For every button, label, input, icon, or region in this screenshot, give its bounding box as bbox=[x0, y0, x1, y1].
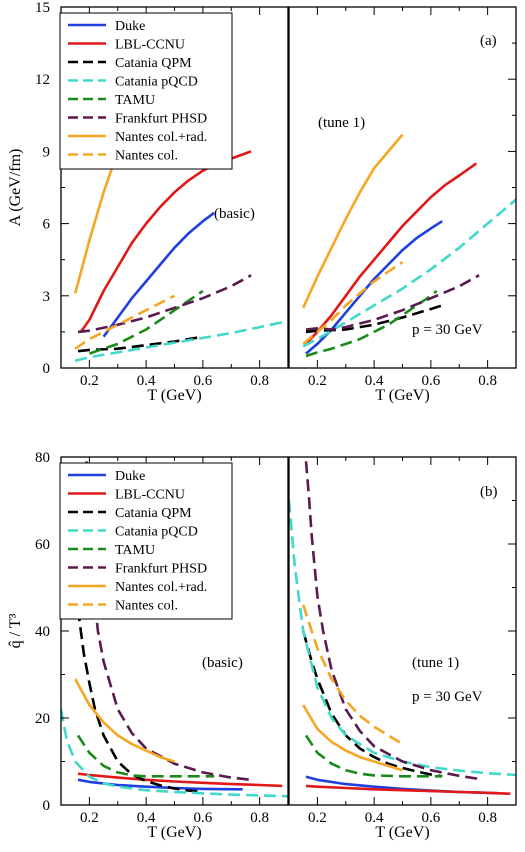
series-line-frankfurt_phsd bbox=[305, 274, 480, 331]
annotation: (b) bbox=[480, 484, 498, 500]
annotation: p = 30 GeV bbox=[412, 689, 483, 705]
y-tick-label: 40 bbox=[35, 624, 50, 640]
x-tick-label: 0.6 bbox=[194, 373, 213, 389]
legend-label: LBL-CCNU bbox=[115, 38, 185, 53]
series-line-nantes_colrad bbox=[74, 678, 175, 763]
series-group bbox=[289, 461, 516, 795]
series-line-catania_qpm bbox=[301, 630, 443, 778]
series-line-lbl_ccnu bbox=[305, 784, 511, 795]
legend-label: Nantes col.+rad. bbox=[115, 130, 207, 145]
x-tick-label: 0.2 bbox=[308, 373, 327, 389]
legend-label: Duke bbox=[115, 19, 145, 34]
series-line-lbl_ccnu bbox=[305, 162, 478, 345]
x-axis-label: T (GeV) bbox=[375, 387, 429, 404]
legend-label: Nantes col. bbox=[115, 149, 178, 164]
series-line-catania_pqcd bbox=[61, 709, 288, 798]
annotation: (basic) bbox=[202, 655, 243, 671]
legend-label: Nantes col.+rad. bbox=[115, 580, 207, 595]
subplot-top-right: 0.2 0.4 0.6 0.8 T (GeV) (a) (tune 1) p = 30 GeV bbox=[288, 6, 517, 404]
y-axis-label: q̂ / T³ bbox=[7, 613, 24, 648]
series-line-catania_pqcd bbox=[74, 319, 288, 363]
y-tick-label: 15 bbox=[35, 0, 50, 16]
x-tick-label: 0.6 bbox=[194, 810, 213, 826]
legend-label: Duke bbox=[115, 469, 145, 484]
legend-label: TAMU bbox=[115, 543, 155, 558]
series-line-duke bbox=[102, 211, 215, 338]
legend-label: Frankfurt PHSD bbox=[115, 562, 207, 577]
series-line-nantes_colrad bbox=[302, 133, 404, 309]
y-tick-label: 6 bbox=[43, 217, 51, 233]
x-tick-label: 0.8 bbox=[478, 810, 497, 826]
x-tick-label: 0.4 bbox=[365, 373, 384, 389]
legend-box bbox=[59, 462, 233, 620]
annotation: (basic) bbox=[214, 206, 255, 222]
x-tick-label: 0.2 bbox=[308, 810, 327, 826]
x-axis-label: T (GeV) bbox=[147, 387, 201, 404]
x-tick-label: 0.6 bbox=[422, 373, 441, 389]
series-line-duke bbox=[77, 778, 243, 791]
series-line-tamu bbox=[88, 289, 204, 355]
chart-panel-top: 0.2 0.4 0.6 0.8 T (GeV) (basic) 0.2 0.4 0.6 0.8 T … bbox=[7, 0, 517, 404]
y-tick-label: 0 bbox=[43, 798, 51, 814]
series-line-catania_pqcd bbox=[289, 500, 516, 777]
x-tick-label: 0.4 bbox=[365, 810, 384, 826]
x-tick-label: 0.4 bbox=[137, 373, 156, 389]
legend-label: Catania QPM bbox=[115, 56, 192, 71]
y-tick-label: 20 bbox=[35, 711, 50, 727]
series-line-frankfurt_phsd bbox=[304, 461, 480, 781]
legend-label: Frankfurt PHSD bbox=[115, 112, 207, 127]
x-tick-label: 0.8 bbox=[250, 373, 269, 389]
y-tick-label: 60 bbox=[35, 537, 50, 553]
annotation: (tune 1) bbox=[412, 655, 459, 671]
legend-label: TAMU bbox=[115, 93, 155, 108]
y-tick-label: 0 bbox=[43, 361, 51, 377]
series-line-catania_pqcd bbox=[302, 198, 516, 348]
annotation: (tune 1) bbox=[318, 115, 365, 131]
annotation: (a) bbox=[480, 33, 497, 49]
x-tick-label: 0.8 bbox=[478, 373, 497, 389]
series-line-catania_qpm bbox=[77, 335, 204, 353]
legend-label: Catania pQCD bbox=[115, 525, 198, 540]
x-tick-label: 0.4 bbox=[137, 810, 156, 826]
y-tick-label: 9 bbox=[43, 144, 51, 160]
x-tick-label: 0.2 bbox=[80, 373, 99, 389]
series-group bbox=[302, 133, 516, 358]
x-axis-label: T (GeV) bbox=[147, 824, 201, 841]
annotation: p = 30 GeV bbox=[412, 322, 483, 338]
y-tick-label: 80 bbox=[35, 450, 50, 466]
series-line-lbl_ccnu bbox=[79, 150, 252, 333]
legend-box bbox=[59, 12, 233, 170]
plot-frame bbox=[288, 6, 517, 369]
x-tick-label: 0.6 bbox=[422, 810, 441, 826]
y-axis-label: A (GeV/fm) bbox=[7, 149, 24, 227]
series-line-tamu bbox=[304, 734, 443, 778]
series-line-tamu bbox=[76, 734, 215, 778]
series-line-nantes_col bbox=[74, 294, 176, 350]
x-tick-label: 0.2 bbox=[80, 810, 99, 826]
series-line-lbl_ccnu bbox=[77, 772, 283, 788]
legend: Duke LBL-CCNU Catania QPM Catania pQCD TAMU F… bbox=[59, 462, 233, 620]
subplot-bottom-right: 0.2 0.4 0.6 0.8 T (GeV) (b) (tune 1) p = 30 GeV bbox=[288, 456, 517, 841]
series-line-catania_qpm bbox=[76, 609, 204, 794]
legend-label: Nantes col. bbox=[115, 599, 178, 614]
chart-panel-bottom: 0.2 0.4 0.6 0.8 T (GeV) (basic) 0.2 0.4 0.6 0.8 T … bbox=[7, 450, 517, 841]
legend: Duke LBL-CCNU Catania QPM Catania pQCD TAMU F… bbox=[59, 12, 233, 170]
series-line-frankfurt_phsd bbox=[77, 274, 252, 334]
y-tick-label: 12 bbox=[35, 72, 50, 88]
x-tick-label: 0.8 bbox=[250, 810, 269, 826]
series-line-nantes_col bbox=[301, 604, 404, 746]
legend-label: Catania pQCD bbox=[115, 75, 198, 90]
series-line-nantes_col bbox=[302, 261, 404, 345]
series-line-nantes_colrad bbox=[302, 704, 403, 772]
legend-label: Catania QPM bbox=[115, 506, 192, 521]
y-tick-label: 3 bbox=[43, 289, 51, 305]
x-axis-label: T (GeV) bbox=[375, 824, 429, 841]
legend-label: LBL-CCNU bbox=[115, 488, 185, 503]
